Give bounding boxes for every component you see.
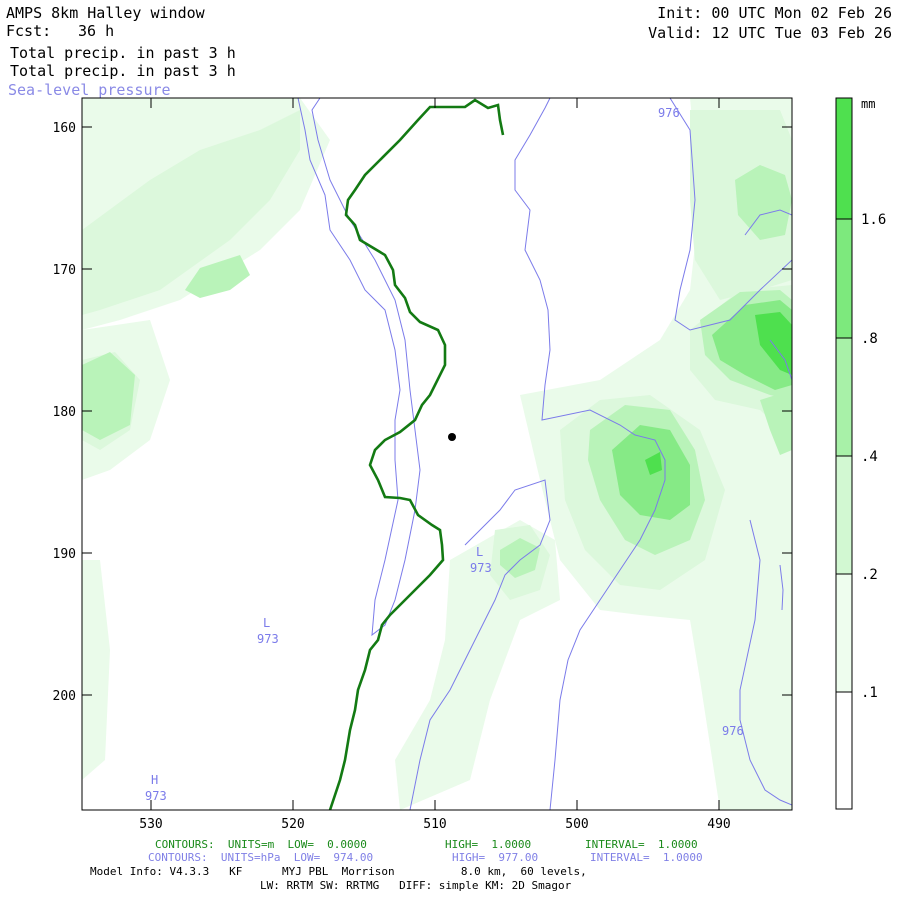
station-marker [448,433,456,441]
colorbar-band-4 [836,219,852,338]
low-value-1: 973 [470,561,492,575]
colorbar [835,97,853,810]
y-tick-190: 190 [53,547,76,562]
colorbar-band-3 [836,338,852,456]
colorbar-label-0.4: .4 [861,449,878,465]
high-marker: H [151,773,158,787]
isobar-label-976-top: 976 [658,106,680,120]
footer-contour-hpa-high: HIGH= 977.00 [452,851,539,864]
y-tick-180: 180 [53,405,76,420]
x-tick-510: 510 [423,817,446,832]
colorbar-label-0.2: .2 [861,567,878,583]
init-time: Init: 00 UTC Mon 02 Feb 26 [657,4,892,22]
field-label-1: Total precip. in past 3 h [10,44,236,62]
footer-contour-m-high: HIGH= 1.0000 [445,838,532,851]
valid-time: Valid: 12 UTC Tue 03 Feb 26 [648,24,892,42]
colorbar-unit: mm [861,97,875,111]
map-title: AMPS 8km Halley window [6,4,205,22]
y-tick-160: 160 [53,121,76,136]
coastline-contour [328,98,505,810]
low-value-2: 973 [257,632,279,646]
low-marker-2: L [263,616,270,630]
y-tick-200: 200 [53,689,76,704]
isobar-label-976-right: 976 [722,724,744,738]
y-axis [82,126,792,696]
colorbar-band-5 [836,98,852,219]
colorbar-band-2 [836,456,852,574]
forecast-label: Fcst: [6,22,52,40]
footer-contour-hpa-interval: INTERVAL= 1.0000 [590,851,703,864]
colorbar-label-0.8: .8 [861,331,878,347]
footer-contour-m-low: CONTOURS: UNITS=m LOW= 0.0000 [155,838,367,851]
footer-contour-m-interval: INTERVAL= 1.0000 [585,838,698,851]
colorbar-label-0.1: .1 [861,685,878,701]
map-frame [81,97,793,811]
forecast-hours: 36 h [78,22,115,40]
footer-physics-info: LW: RRTM SW: RRTMG DIFF: simple KM: 2D S… [260,879,572,892]
field-label-3: Sea-level pressure [8,81,171,99]
map-panel [82,98,792,810]
high-value: 973 [145,789,167,803]
footer-model-info: Model Info: V4.3.3 KF MYJ PBL Morrison 8… [90,865,587,878]
pressure-labels: 976 976 L 973 L 973 H 973 [145,106,744,803]
low-marker-1: L [476,545,483,559]
colorbar-label-1.6: 1.6 [861,212,886,228]
x-tick-490: 490 [707,817,730,832]
colorbar-band-0 [836,692,852,809]
x-tick-530: 530 [139,817,162,832]
isobar-lines [297,98,792,810]
x-tick-500: 500 [565,817,588,832]
x-tick-520: 520 [281,817,304,832]
colorbar-band-1 [836,574,852,692]
y-tick-170: 170 [53,263,76,278]
precip-shading-max [645,312,792,475]
field-label-2: Total precip. in past 3 h [10,62,236,80]
x-axis [150,98,720,810]
footer-contour-hpa-low: CONTOURS: UNITS=hPa LOW= 974.00 [148,851,374,864]
